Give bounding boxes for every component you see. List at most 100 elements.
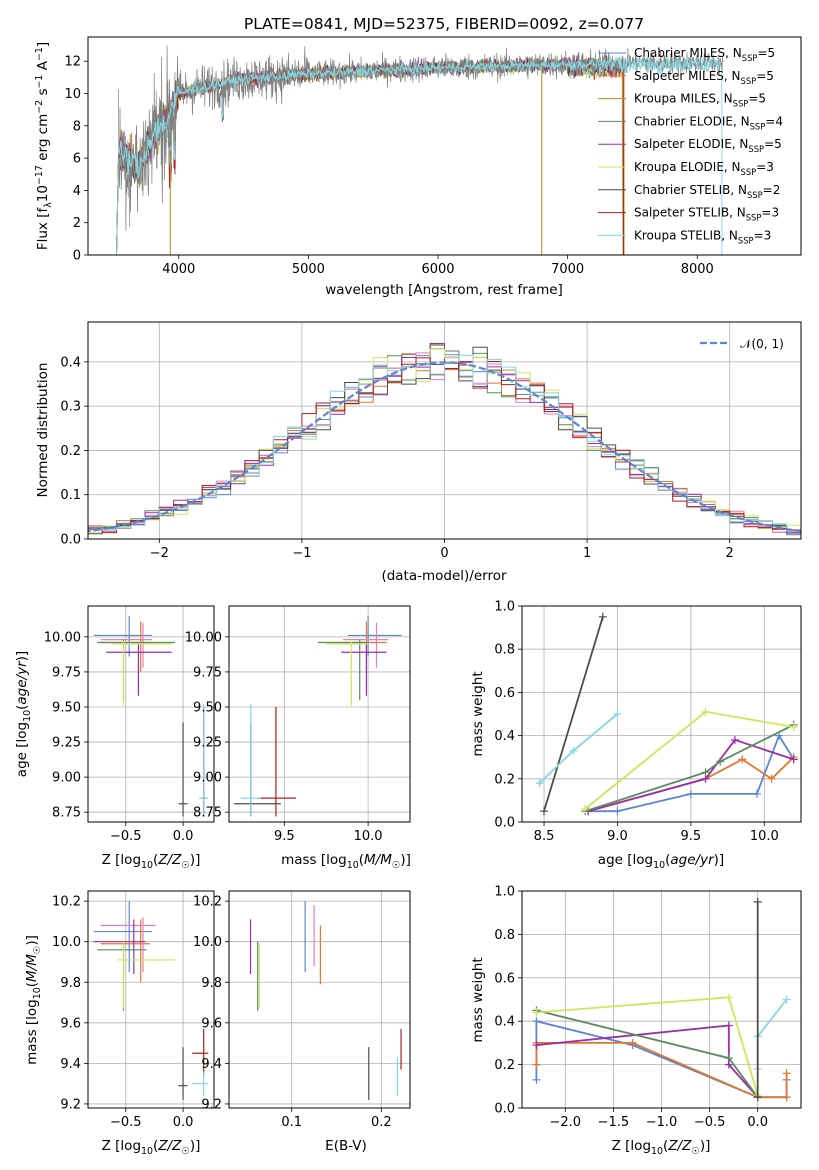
legend-label: Salpeter ELODIE, NSSP=5: [634, 137, 782, 154]
gaussian-curve: [88, 361, 801, 533]
observed-spectrum: [118, 45, 724, 231]
axes-frame: [228, 605, 411, 823]
weight-line-chabrier_miles: [588, 733, 795, 813]
x-axis-label: wavelength [Angstrom, rest frame]: [325, 282, 563, 298]
weight-line-kroupa_stelib: [756, 998, 788, 1069]
weight-line-chabrier_elodie: [584, 723, 795, 813]
weight-marker-kroupa_elodie: [701, 707, 710, 716]
x-tick-label: −1: [292, 546, 311, 561]
x-tick-label: −0.5: [110, 1115, 142, 1130]
weight-marker-chabrier_miles: [752, 789, 761, 798]
weight-marker-chabrier_miles: [613, 807, 622, 816]
x-tick-label: 4000: [162, 262, 195, 277]
y-tick-label: 9.2: [60, 1097, 81, 1112]
y-tick-label: 10.00: [44, 630, 81, 645]
y-tick-label: 10.0: [193, 935, 222, 950]
axes-frame: [87, 890, 215, 1109]
weight-marker-salpeter_miles: [782, 1069, 791, 1078]
weight-marker-kroupa_elodie: [724, 993, 733, 1002]
y-tick-label: 0.0: [494, 1102, 515, 1117]
weight-marker-kroupa_elodie: [789, 722, 798, 731]
y-tick-label: 0.4: [494, 729, 515, 744]
y-tick-label: 0.8: [494, 928, 515, 943]
weight-marker-chabrier_miles: [532, 1017, 541, 1026]
weight-marker-salpeter_elodie: [532, 1041, 541, 1050]
y-tick-label: 10.00: [185, 630, 222, 645]
x-axis-label: Z [log10(Z/Z☉)]: [102, 852, 201, 871]
axes: −2.0 −1.5 −1.0 −0.5 0.0 0.0 0.2 0.4 0.6 0.8 1.0 Z […: [470, 885, 802, 1157]
x-tick-label: 1: [583, 546, 591, 561]
x-tick-label: −0.5: [110, 829, 142, 844]
weight-marker-salpeter_miles: [767, 774, 776, 783]
weight-marker-chabrier_stelib: [598, 612, 607, 621]
x-tick-label: 0: [440, 546, 448, 561]
x-tick-label: 0.0: [173, 1115, 194, 1130]
grid: [229, 891, 410, 1108]
legend-label: Kroupa MILES, NSSP=5: [634, 92, 766, 109]
weight-marker-salpeter_elodie: [789, 755, 798, 764]
y-tick-label: 2: [73, 216, 81, 231]
plot-area: [93, 901, 209, 1100]
y-axis-label: Normed distribution: [35, 363, 51, 498]
x-tick-label: −1.5: [598, 1115, 630, 1130]
y-tick-label: 0.1: [60, 488, 81, 503]
y-tick-label: 0.4: [60, 355, 81, 370]
y-axis-label: mass weight: [470, 671, 486, 756]
axes: −2 −1 0 1 2 0.0 0.1 0.2 0.3 0.4 (data-model)/error…: [35, 321, 802, 584]
y-axis-label: mass [log10(M/M☉)]: [24, 935, 43, 1065]
axes: −0.5 0.0 8.75 9.00 9.25 9.50 9.75 10.00 Z [log10…: [14, 605, 215, 871]
legend-label: Chabrier MILES, NSSP=5: [634, 46, 775, 63]
y-axis-label: mass weight: [470, 957, 486, 1042]
plot-area: [234, 615, 402, 817]
weight-vs-age-panel: 8.5 9.0 9.5 10.0 0.0 0.2 0.4 0.6 0.8 1.0 age [log1…: [470, 600, 802, 871]
x-tick-label: 8.5: [534, 829, 555, 844]
x-tick-label: 9.5: [681, 829, 702, 844]
y-tick-label: 9.00: [52, 771, 81, 786]
legend-label: Chabrier STELIB, NSSP=2: [634, 183, 780, 200]
x-tick-label: −2.0: [550, 1115, 582, 1130]
figure-title: PLATE=0841, MJD=52375, FIBERID=0092, z=0…: [244, 15, 644, 33]
weight-vs-Z-panel: −2.0 −1.5 −1.0 −0.5 0.0 0.0 0.2 0.4 0.6 0.8 1.0 Z […: [470, 885, 802, 1157]
y-tick-label: 0.0: [60, 533, 81, 548]
plot-area: [116, 45, 724, 255]
grid: [522, 890, 801, 1109]
y-tick-label: 8.75: [193, 806, 222, 821]
weight-marker-kroupa_stelib: [613, 710, 622, 718]
axes: 4000 5000 6000 7000 8000 0 2 4 6 8 10 12 wavelength …: [34, 36, 802, 298]
legend-label: 𝒩(0, 1): [740, 337, 784, 351]
weight-marker-salpeter_miles: [738, 755, 747, 764]
weight-marker-chabrier_miles: [532, 1075, 541, 1084]
plot-area: [532, 897, 791, 1102]
y-tick-label: 10.2: [52, 895, 81, 910]
y-tick-label: 0: [73, 249, 81, 264]
x-tick-label: 5000: [292, 262, 325, 277]
weight-marker-chabrier_miles: [686, 789, 695, 798]
weight-line-salpeter_elodie: [536, 1024, 759, 1098]
x-tick-label: 7000: [551, 262, 584, 277]
legend-label: Kroupa STELIB, NSSP=3: [634, 228, 771, 245]
plot-area: [88, 343, 801, 537]
x-tick-label: 9.5: [274, 829, 295, 844]
x-tick-label: 0.1: [281, 1115, 302, 1130]
y-tick-label: 0.0: [494, 816, 515, 831]
y-tick-label: 9.6: [60, 1016, 81, 1031]
y-axis-label: age [log10(age/yr)]: [14, 651, 33, 777]
x-axis-label: (data-model)/error: [381, 568, 507, 584]
spectrum-panel: 4000 5000 6000 7000 8000 0 2 4 6 8 10 12 wavelength …: [34, 36, 802, 298]
x-axis-label: age [log10(age/yr)]: [598, 852, 724, 871]
weight-marker-chabrier_elodie: [724, 1054, 733, 1063]
legend-label: Salpeter MILES, NSSP=5: [634, 69, 774, 86]
x-tick-label: 10.0: [354, 829, 383, 844]
x-tick-label: 2: [726, 546, 734, 561]
x-tick-label: −2: [150, 546, 169, 561]
x-axis-label: mass [log10(M/M☉)]: [281, 852, 411, 871]
x-tick-label: 0.2: [371, 1115, 392, 1130]
y-tick-label: 1.0: [494, 600, 515, 615]
y-tick-label: 8.75: [52, 806, 81, 821]
spectrum-legend: Chabrier MILES, NSSP=5 Salpeter MILES, NS…: [598, 46, 783, 245]
y-tick-label: 0.2: [60, 444, 81, 459]
weight-marker-salpeter_miles: [628, 1038, 637, 1047]
x-axis-label: Z [log10(Z/Z☉)]: [102, 1138, 201, 1157]
x-tick-label: 0.0: [747, 1115, 768, 1130]
